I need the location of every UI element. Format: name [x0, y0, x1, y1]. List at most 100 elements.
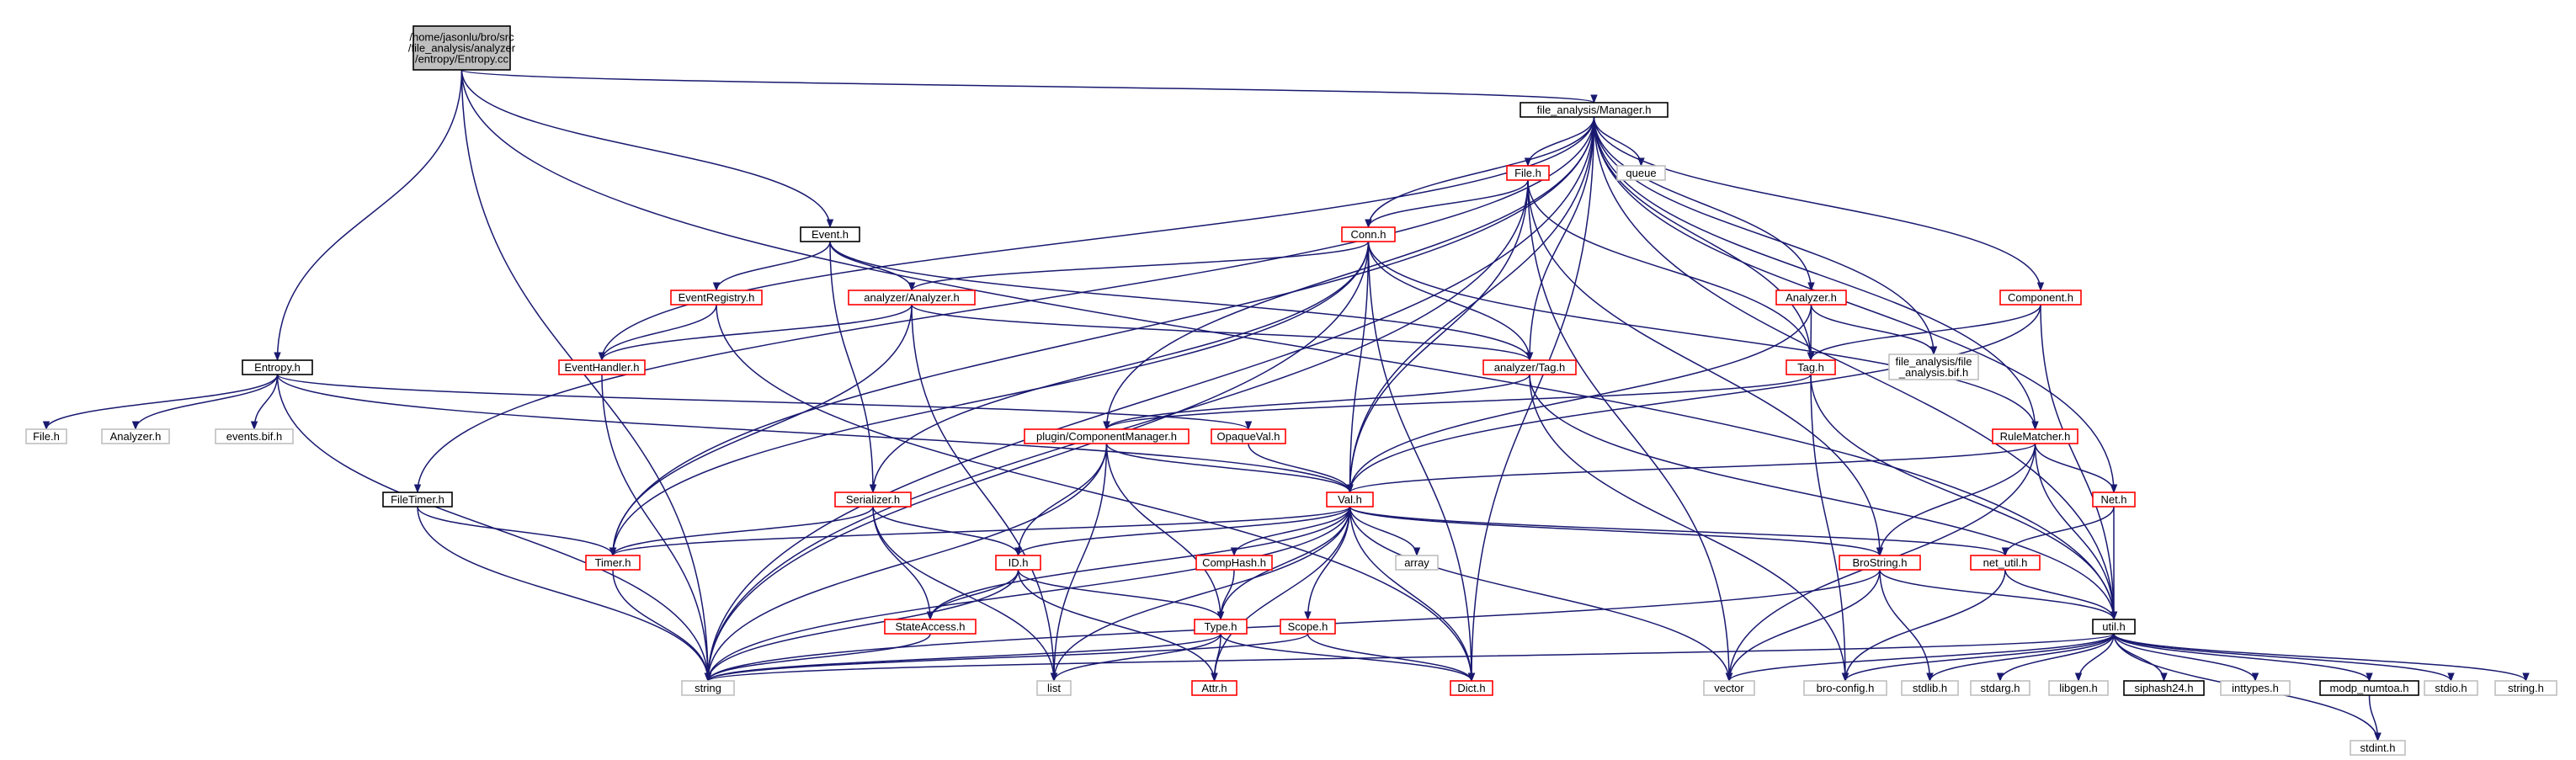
node-queue[interactable]: queue	[1616, 165, 1666, 181]
edge-type_h-to-dict_h	[1220, 633, 1476, 683]
node-stdio-h[interactable]: stdio.h	[2424, 680, 2478, 696]
node-entropy-cc[interactable]: /home/jasonlu/bro/src/file_analysis/anal…	[408, 25, 516, 71]
edge-file_h-to-vector	[1527, 179, 1733, 683]
node-plugin-cm-h[interactable]: plugin/ComponentManager.h	[1024, 428, 1190, 444]
node-file-h[interactable]: File.h	[1506, 165, 1550, 181]
node-entropy-h[interactable]: Entropy.h	[242, 359, 313, 375]
node-inttypes-h[interactable]: inttypes.h	[2220, 680, 2291, 696]
node-box	[848, 290, 976, 306]
node-label: RuleMatcher.h	[2000, 430, 2071, 443]
edge-file_h-to-brostring_h	[1527, 179, 1884, 557]
node-eventregistry-h[interactable]: EventRegistry.h	[670, 290, 763, 306]
node-box	[25, 428, 67, 444]
node-opaqueval-h[interactable]: OpaqueVal.h	[1211, 428, 1286, 444]
node-util-h[interactable]: util.h	[2092, 619, 2136, 635]
node-comphash-h[interactable]: CompHash.h	[1195, 555, 1273, 571]
edge-type_h-to-attr_h	[1211, 633, 1221, 683]
node-timer-h[interactable]: Timer.h	[585, 555, 641, 571]
node-box	[1839, 555, 1921, 571]
node-modp-numtoa-h[interactable]: modp_numtoa.h	[2319, 680, 2419, 696]
edge-filetimer_h-to-string	[417, 506, 712, 683]
node-box	[1999, 290, 2082, 306]
node-box	[1341, 226, 1396, 242]
edge-val_h-to-timer_h	[609, 506, 1351, 557]
node-label: /entropy/Entropy.cc	[415, 53, 509, 66]
node-box	[1395, 555, 1439, 571]
node-filetimer-h[interactable]: FileTimer.h	[382, 492, 453, 508]
node-event-h[interactable]: Event.h	[800, 226, 860, 242]
node-type-h[interactable]: Type.h	[1194, 619, 1248, 635]
edges-layer	[42, 69, 2530, 742]
node-box	[2424, 680, 2478, 696]
node-file-h-grey[interactable]: File.h	[25, 428, 67, 444]
node-label: File.h	[1514, 167, 1541, 179]
node-list[interactable]: list	[1036, 680, 1072, 696]
edge-plugin_cm_h-to-list	[1050, 443, 1108, 683]
node-bro-config-h[interactable]: bro-config.h	[1803, 680, 1887, 696]
node-box	[2123, 680, 2205, 696]
node-siphash24-h[interactable]: siphash24.h	[2123, 680, 2205, 696]
edge-manager_h-to-string	[704, 116, 1595, 683]
node-box	[1482, 359, 1577, 375]
node-events-bif-h[interactable]: events.bif.h	[215, 428, 294, 444]
edge-tag_h-to-bro_config_h	[1810, 374, 1850, 683]
node-analyzer-h-grey[interactable]: Analyzer.h	[101, 428, 170, 444]
edge-an_tag_h-to-bro_config_h	[1529, 374, 1850, 683]
node-attr-h[interactable]: Attr.h	[1191, 680, 1237, 696]
node-label: array	[1404, 556, 1429, 569]
node-fa-analyzer-h[interactable]: Analyzer.h	[1775, 290, 1847, 306]
node-stdarg-h[interactable]: stdarg.h	[1970, 680, 2030, 696]
node-label: Entropy.h	[254, 361, 301, 374]
node-box	[1450, 680, 1493, 696]
node-conn-h[interactable]: Conn.h	[1341, 226, 1396, 242]
node-label: modp_numtoa.h	[2330, 682, 2409, 694]
node-vector[interactable]: vector	[1703, 680, 1755, 696]
node-eventhandler-h[interactable]: EventHandler.h	[558, 359, 646, 375]
node-box	[2494, 680, 2557, 696]
node-box	[101, 428, 170, 444]
node-libgen-h[interactable]: libgen.h	[2048, 680, 2109, 696]
edge-val_h-to-stateaccess_h	[926, 506, 1351, 621]
node-stateaccess-h[interactable]: StateAccess.h	[884, 619, 977, 635]
node-net-util-h[interactable]: net_util.h	[1970, 555, 2041, 571]
node-scope-h[interactable]: Scope.h	[1280, 619, 1336, 635]
edge-manager_h-to-timer_h	[609, 116, 1595, 557]
edge-an_analyzer_h-to-timer_h	[609, 304, 913, 557]
edge-event_h-to-an_tag_h	[829, 241, 1534, 362]
node-manager-h[interactable]: file_analysis/Manager.h	[1520, 102, 1669, 118]
node-fa-bif-h[interactable]: file_analysis/file_analysis.bif.h	[1888, 353, 1979, 380]
node-brostring-h[interactable]: BroString.h	[1839, 555, 1921, 571]
node-dict-h[interactable]: Dict.h	[1450, 680, 1493, 696]
node-box	[1901, 680, 1959, 696]
node-val-h[interactable]: Val.h	[1326, 492, 1374, 508]
node-net-h[interactable]: Net.h	[2092, 492, 2136, 508]
node-label: File.h	[33, 430, 60, 443]
node-box	[1616, 165, 1666, 181]
node-label: analyzer/Tag.h	[1494, 361, 1566, 374]
node-string-h[interactable]: string.h	[2494, 680, 2557, 696]
node-tag-h[interactable]: Tag.h	[1786, 359, 1836, 375]
node-array[interactable]: array	[1395, 555, 1439, 571]
node-box	[1195, 555, 1273, 571]
edge-rulematcher_h-to-val_h	[1346, 443, 2036, 494]
edge-serializer_h-to-list	[872, 506, 1058, 683]
edge-event_h-to-an_analyzer_h	[829, 241, 916, 292]
node-stdlib-h[interactable]: stdlib.h	[1901, 680, 1959, 696]
node-stdint-h[interactable]: stdint.h	[2350, 740, 2406, 756]
edge-val_h-to-dict_h	[1349, 506, 1476, 683]
node-box	[1520, 102, 1669, 118]
edge-manager_h-to-eventhandler_h	[598, 116, 1595, 362]
node-an-tag-h[interactable]: analyzer/Tag.h	[1482, 359, 1577, 375]
edge-eventregistry_h-to-eventhandler_h	[598, 304, 717, 362]
node-box	[1036, 680, 1072, 696]
edge-file_h-to-val_h	[1346, 179, 1529, 494]
edge-entropy_h-to-opaqueval_h	[276, 374, 1252, 431]
node-id-h[interactable]: ID.h	[995, 555, 1041, 571]
node-an-analyzer-h[interactable]: analyzer/Analyzer.h	[848, 290, 976, 306]
node-label: Event.h	[812, 228, 849, 241]
node-string[interactable]: string	[681, 680, 735, 696]
node-rulematcher-h[interactable]: RuleMatcher.h	[1992, 428, 2078, 444]
node-serializer-h[interactable]: Serializer.h	[834, 492, 912, 508]
node-component-h[interactable]: Component.h	[1999, 290, 2082, 306]
edge-filetimer_h-to-timer_h	[417, 506, 617, 557]
